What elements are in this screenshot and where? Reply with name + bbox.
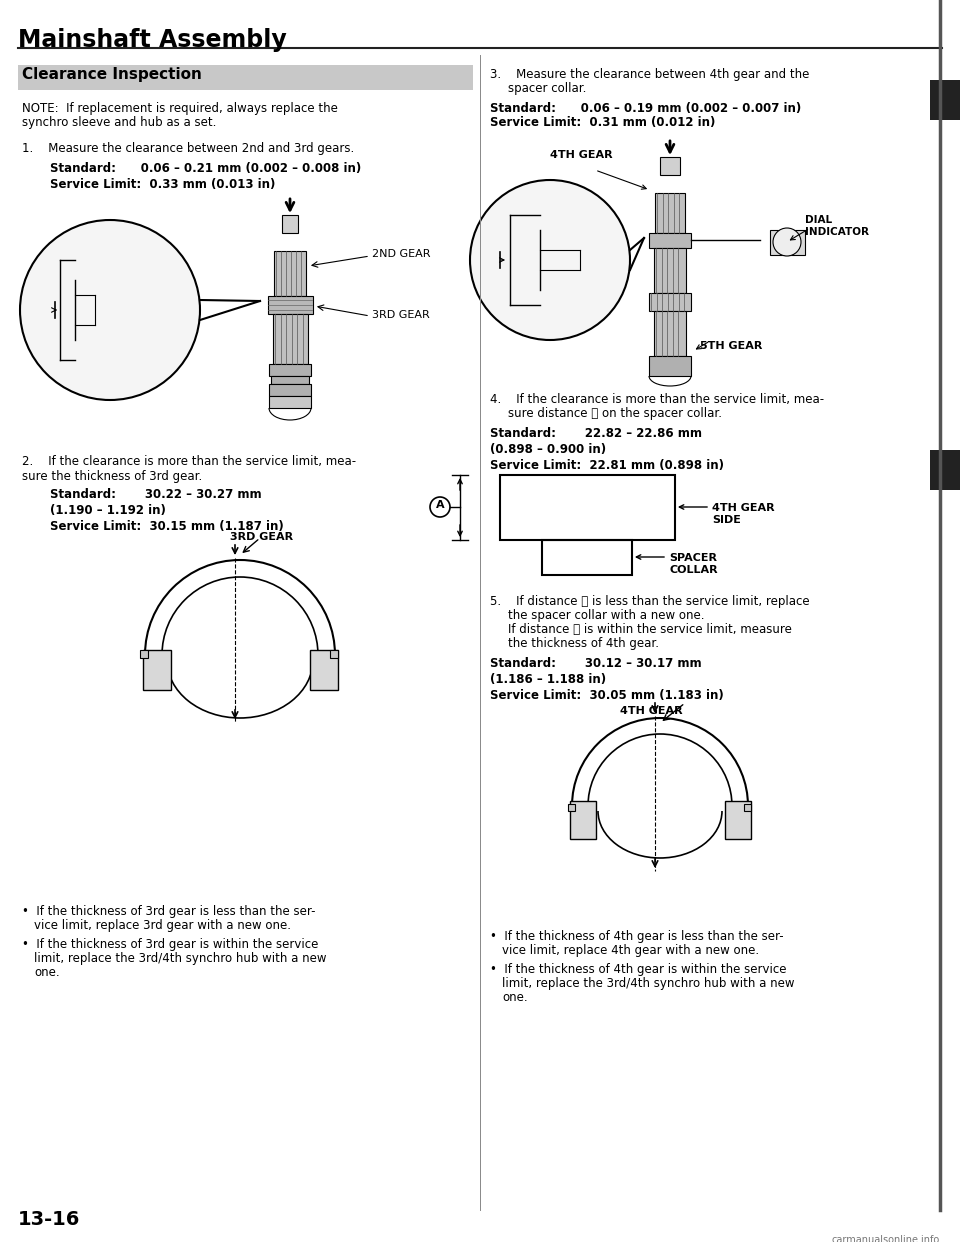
Circle shape	[470, 180, 630, 340]
Text: vice limit, replace 3rd gear with a new one.: vice limit, replace 3rd gear with a new …	[34, 919, 291, 932]
Text: 3.    Measure the clearance between 4th gear and the: 3. Measure the clearance between 4th gea…	[490, 68, 809, 81]
Text: 4TH GEAR
SIDE: 4TH GEAR SIDE	[712, 503, 775, 524]
Bar	[500, 474, 675, 540]
Text: Standard:      0.06 – 0.19 mm (0.002 – 0.007 in): Standard: 0.06 – 0.19 mm (0.002 – 0.007 …	[490, 102, 802, 116]
Text: (1.190 – 1.192 in): (1.190 – 1.192 in)	[50, 504, 166, 517]
Bar	[273, 314, 308, 364]
Bar	[143, 650, 171, 691]
Bar	[660, 156, 680, 175]
Text: Service Limit:  22.81 mm (0.898 in): Service Limit: 22.81 mm (0.898 in)	[490, 460, 724, 472]
Text: sure distance Ⓚ on the spacer collar.: sure distance Ⓚ on the spacer collar.	[508, 407, 722, 420]
Bar	[649, 233, 691, 248]
Text: 3RD GEAR: 3RD GEAR	[230, 532, 293, 542]
Text: limit, replace the 3rd/4th synchro hub with a new: limit, replace the 3rd/4th synchro hub w…	[34, 953, 326, 965]
Bar	[744, 804, 751, 811]
Text: A: A	[436, 501, 444, 510]
Text: Clearance Inspection: Clearance Inspection	[22, 67, 202, 82]
Text: 3RD GEAR: 3RD GEAR	[372, 310, 430, 320]
Bar	[269, 364, 311, 376]
Text: Standard:       22.82 – 22.86 mm: Standard: 22.82 – 22.86 mm	[490, 427, 702, 440]
Text: carmanualsonline.info: carmanualsonline.info	[831, 1235, 940, 1242]
Bar	[268, 296, 313, 314]
Bar	[570, 801, 596, 840]
Text: SPACER
COLLAR: SPACER COLLAR	[669, 553, 718, 575]
Bar	[930, 450, 960, 491]
Text: 4TH GEAR: 4TH GEAR	[620, 705, 683, 715]
Text: vice limit, replace 4th gear with a new one.: vice limit, replace 4th gear with a new …	[502, 944, 759, 958]
Text: NOTE:  If replacement is required, always replace the: NOTE: If replacement is required, always…	[22, 102, 338, 116]
Text: synchro sleeve and hub as a set.: synchro sleeve and hub as a set.	[22, 116, 216, 129]
Text: Service Limit:  30.05 mm (1.183 in): Service Limit: 30.05 mm (1.183 in)	[490, 689, 724, 702]
Text: spacer collar.: spacer collar.	[508, 82, 587, 94]
Text: •  If the thickness of 4th gear is less than the ser-: • If the thickness of 4th gear is less t…	[490, 930, 783, 943]
Text: the thickness of 4th gear.: the thickness of 4th gear.	[508, 637, 659, 650]
Text: limit, replace the 3rd/4th synchro hub with a new: limit, replace the 3rd/4th synchro hub w…	[502, 977, 795, 990]
Bar	[725, 801, 751, 840]
Bar	[269, 396, 311, 409]
Bar	[18, 65, 473, 89]
Text: If distance Ⓚ is within the service limit, measure: If distance Ⓚ is within the service limi…	[508, 623, 792, 636]
Text: Standard:       30.22 – 30.27 mm: Standard: 30.22 – 30.27 mm	[50, 488, 262, 501]
Text: Standard:      0.06 – 0.21 mm (0.002 – 0.008 in): Standard: 0.06 – 0.21 mm (0.002 – 0.008 …	[50, 161, 361, 175]
Bar	[568, 804, 575, 811]
Text: 4.    If the clearance is more than the service limit, mea-: 4. If the clearance is more than the ser…	[490, 392, 824, 406]
Bar	[930, 79, 960, 120]
Bar	[269, 384, 311, 396]
Text: one.: one.	[502, 991, 528, 1004]
Text: Service Limit:  0.33 mm (0.013 in): Service Limit: 0.33 mm (0.013 in)	[50, 178, 276, 191]
Bar	[274, 251, 306, 296]
Text: (0.898 – 0.900 in): (0.898 – 0.900 in)	[490, 443, 606, 456]
Text: Service Limit:  30.15 mm (1.187 in): Service Limit: 30.15 mm (1.187 in)	[50, 520, 284, 533]
Circle shape	[773, 229, 801, 256]
Bar	[654, 248, 686, 293]
Bar	[654, 310, 686, 356]
Bar	[542, 540, 632, 575]
Text: 5TH GEAR: 5TH GEAR	[700, 342, 762, 351]
Text: 1.    Measure the clearance between 2nd and 3rd gears.: 1. Measure the clearance between 2nd and…	[22, 142, 354, 155]
Text: one.: one.	[34, 966, 60, 979]
Text: Mainshaft Assembly: Mainshaft Assembly	[18, 29, 287, 52]
Text: Standard:       30.12 – 30.17 mm: Standard: 30.12 – 30.17 mm	[490, 657, 702, 669]
Text: (1.186 – 1.188 in): (1.186 – 1.188 in)	[490, 673, 606, 686]
Text: Service Limit:  0.31 mm (0.012 in): Service Limit: 0.31 mm (0.012 in)	[490, 116, 715, 129]
Text: •  If the thickness of 4th gear is within the service: • If the thickness of 4th gear is within…	[490, 963, 786, 976]
Text: 4TH GEAR: 4TH GEAR	[550, 150, 612, 160]
Text: DIAL
INDICATOR: DIAL INDICATOR	[805, 215, 869, 236]
Text: •  If the thickness of 3rd gear is within the service: • If the thickness of 3rd gear is within…	[22, 938, 319, 951]
Bar	[330, 650, 338, 658]
Text: 2.    If the clearance is more than the service limit, mea-
sure the thickness o: 2. If the clearance is more than the ser…	[22, 455, 356, 483]
Text: the spacer collar with a new one.: the spacer collar with a new one.	[508, 609, 705, 622]
Bar	[140, 650, 148, 658]
Bar	[770, 230, 805, 255]
Circle shape	[20, 220, 200, 400]
Text: •  If the thickness of 3rd gear is less than the ser-: • If the thickness of 3rd gear is less t…	[22, 905, 316, 918]
Bar	[271, 376, 309, 384]
Bar	[649, 293, 691, 310]
Bar	[649, 356, 691, 376]
Bar	[310, 650, 338, 691]
Text: 2ND GEAR: 2ND GEAR	[372, 248, 430, 260]
Text: 5.    If distance Ⓚ is less than the service limit, replace: 5. If distance Ⓚ is less than the servic…	[490, 595, 809, 609]
Bar	[655, 193, 685, 233]
Bar	[282, 215, 298, 233]
Text: 13-16: 13-16	[18, 1210, 81, 1230]
